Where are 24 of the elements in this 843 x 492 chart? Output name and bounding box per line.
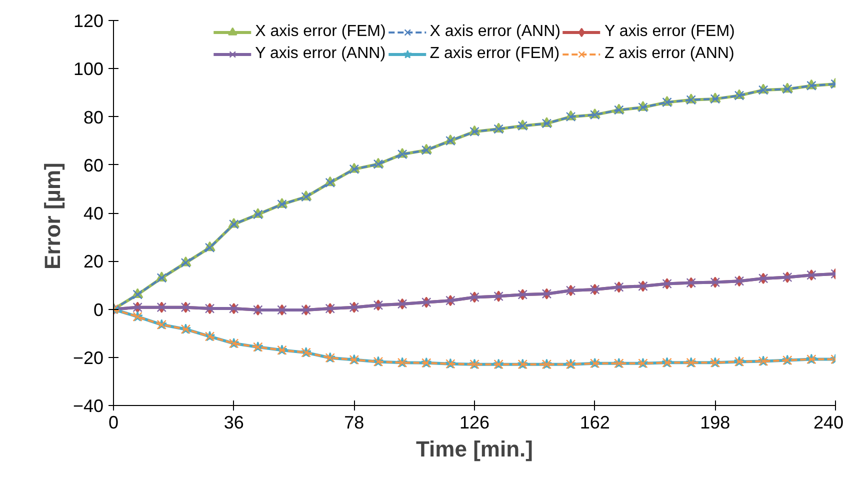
x-tick-label: 0 [108, 412, 119, 432]
y-tick-label: 80 [83, 107, 104, 128]
legend-label: Y axis error (FEM) [604, 23, 735, 41]
y-tick-label: −40 [72, 396, 104, 416]
y-tick-label: 40 [83, 204, 104, 224]
y-tick-label: 60 [83, 155, 104, 176]
x-tick-label: 126 [459, 412, 490, 432]
y-tick-label: −20 [72, 348, 104, 368]
y-axis-title: Error [µm] [40, 162, 65, 270]
x-tick-label: 162 [580, 412, 610, 432]
legend-label: Z axis error (ANN) [604, 45, 734, 63]
y-tick-label: 0 [93, 300, 104, 320]
legend-label: X axis error (ANN) [430, 23, 560, 41]
x-tick-label: 36 [224, 412, 244, 432]
y-tick-label: 20 [83, 252, 104, 272]
x-axis-title: Time [min.] [416, 436, 533, 462]
x-tick-label: 78 [344, 412, 364, 432]
x-tick-label: 240 [813, 412, 843, 432]
y-tick-label: 120 [73, 11, 104, 31]
legend-label: Y axis error (ANN) [255, 45, 386, 63]
legend-label: Z axis error (FEM) [430, 45, 560, 63]
x-tick-label: 198 [700, 412, 730, 432]
legend-label: X axis error (FEM) [255, 23, 386, 41]
y-tick-label: 100 [73, 59, 104, 80]
